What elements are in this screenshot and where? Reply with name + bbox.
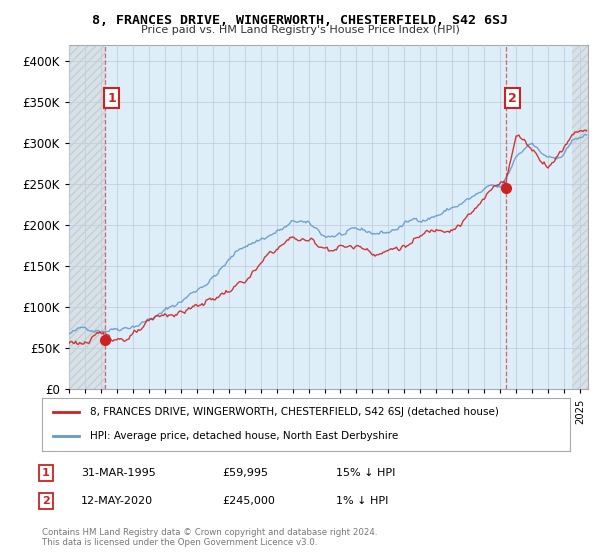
Text: 1% ↓ HPI: 1% ↓ HPI (336, 496, 388, 506)
Text: 1: 1 (42, 468, 50, 478)
Text: 8, FRANCES DRIVE, WINGERWORTH, CHESTERFIELD, S42 6SJ: 8, FRANCES DRIVE, WINGERWORTH, CHESTERFI… (92, 14, 508, 27)
Text: 15% ↓ HPI: 15% ↓ HPI (336, 468, 395, 478)
Text: 31-MAR-1995: 31-MAR-1995 (81, 468, 156, 478)
Text: £59,995: £59,995 (222, 468, 268, 478)
Text: 12-MAY-2020: 12-MAY-2020 (81, 496, 153, 506)
Text: HPI: Average price, detached house, North East Derbyshire: HPI: Average price, detached house, Nort… (89, 431, 398, 441)
Text: 2: 2 (508, 92, 517, 105)
Text: Price paid vs. HM Land Registry's House Price Index (HPI): Price paid vs. HM Land Registry's House … (140, 25, 460, 35)
Text: 2: 2 (42, 496, 50, 506)
Text: £245,000: £245,000 (222, 496, 275, 506)
Text: 1: 1 (107, 92, 116, 105)
Text: Contains HM Land Registry data © Crown copyright and database right 2024.
This d: Contains HM Land Registry data © Crown c… (42, 528, 377, 547)
Text: 8, FRANCES DRIVE, WINGERWORTH, CHESTERFIELD, S42 6SJ (detached house): 8, FRANCES DRIVE, WINGERWORTH, CHESTERFI… (89, 408, 499, 418)
